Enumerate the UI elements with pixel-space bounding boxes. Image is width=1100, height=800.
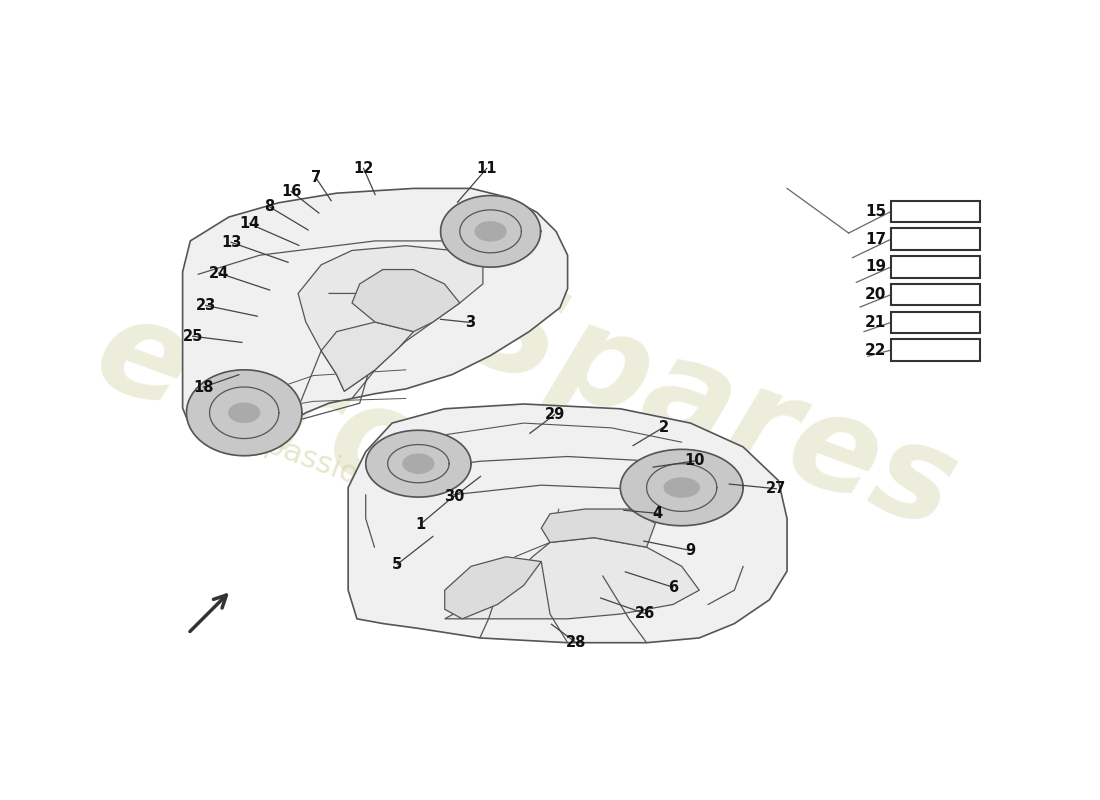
Polygon shape	[298, 246, 483, 391]
Text: 13: 13	[221, 235, 241, 250]
Polygon shape	[620, 450, 744, 526]
Text: 4: 4	[652, 506, 663, 521]
Text: 9: 9	[685, 542, 695, 558]
Text: 5: 5	[393, 557, 403, 572]
Text: 1: 1	[416, 517, 426, 532]
Bar	[891, 339, 979, 361]
Text: 2: 2	[659, 419, 669, 434]
Polygon shape	[441, 195, 541, 267]
Text: 26: 26	[635, 606, 654, 621]
Text: 29: 29	[544, 407, 564, 422]
Polygon shape	[348, 404, 788, 642]
Polygon shape	[541, 509, 656, 547]
Text: 18: 18	[194, 379, 213, 394]
Bar	[891, 256, 979, 278]
Text: 30: 30	[444, 489, 464, 504]
Text: 23: 23	[196, 298, 216, 313]
Text: 22: 22	[865, 342, 887, 358]
Polygon shape	[352, 270, 460, 332]
Text: 14: 14	[240, 216, 260, 231]
Bar	[891, 284, 979, 306]
Text: 11: 11	[476, 161, 497, 176]
Text: 28: 28	[565, 635, 586, 650]
Text: 17: 17	[865, 232, 887, 246]
Text: 21: 21	[865, 315, 887, 330]
Polygon shape	[403, 454, 433, 474]
Polygon shape	[475, 222, 506, 241]
Text: 10: 10	[684, 454, 705, 469]
Polygon shape	[183, 188, 568, 427]
Text: 24: 24	[209, 266, 229, 281]
Polygon shape	[321, 322, 414, 391]
Text: 8: 8	[264, 199, 275, 214]
Text: 15: 15	[865, 204, 887, 219]
Text: 27: 27	[766, 481, 786, 496]
Text: 12: 12	[353, 161, 374, 176]
Polygon shape	[664, 478, 700, 497]
Polygon shape	[187, 370, 301, 456]
Text: 25: 25	[183, 329, 202, 344]
Text: a passion for parts since 1982: a passion for parts since 1982	[234, 419, 678, 604]
Text: 6: 6	[668, 580, 679, 594]
Polygon shape	[366, 430, 471, 497]
Text: euro: euro	[78, 286, 440, 522]
Text: Spares: Spares	[449, 261, 972, 555]
Bar	[891, 201, 979, 222]
Polygon shape	[444, 538, 700, 619]
Text: 7: 7	[310, 170, 321, 185]
Text: 19: 19	[865, 259, 887, 274]
Polygon shape	[229, 403, 260, 422]
Bar	[891, 311, 979, 333]
Text: 16: 16	[280, 184, 301, 199]
Polygon shape	[444, 557, 541, 619]
Bar	[891, 229, 979, 250]
Text: 20: 20	[865, 287, 887, 302]
Text: 3: 3	[464, 315, 475, 330]
